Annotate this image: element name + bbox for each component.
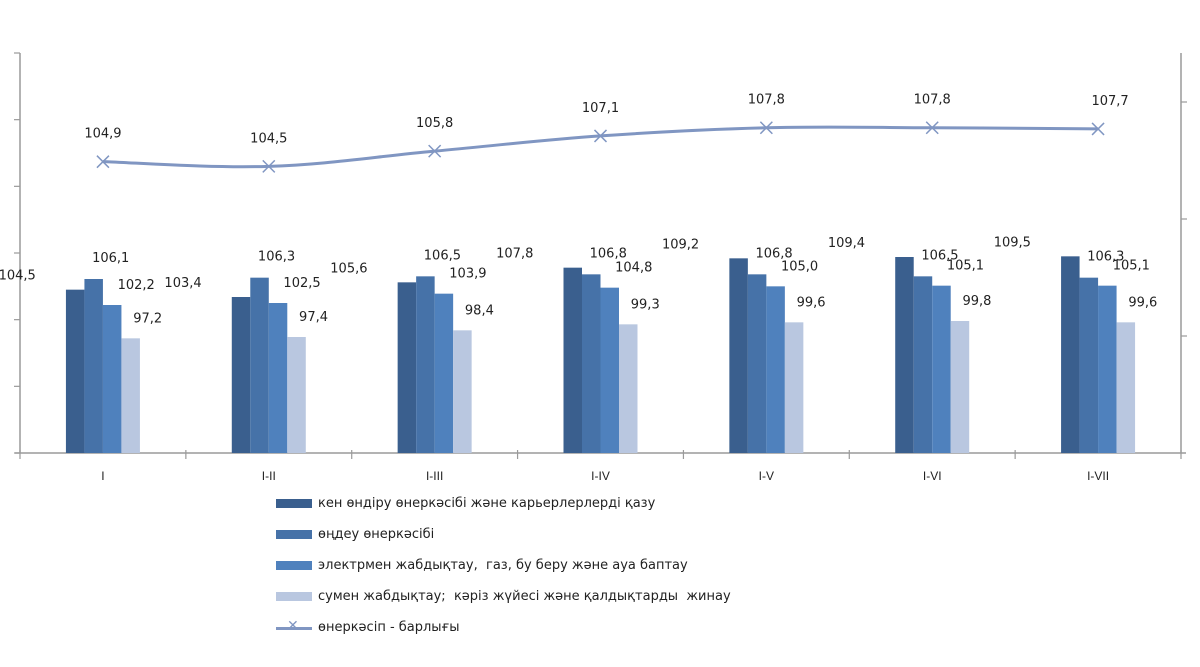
bar-value-label: 105,6	[330, 261, 367, 276]
line-value-label: 107,8	[748, 93, 785, 108]
bar	[601, 288, 620, 453]
bar	[416, 276, 435, 453]
bar	[84, 279, 103, 453]
bar-value-label: 103,4	[164, 276, 201, 291]
bar	[398, 282, 417, 453]
line-value-label: 104,5	[250, 131, 287, 146]
x-tick-label: I-VI	[923, 469, 942, 480]
bar-value-label: 104,8	[615, 261, 652, 276]
bar	[287, 337, 306, 453]
bar	[269, 303, 288, 453]
bar	[250, 278, 268, 453]
bar-value-label: 104,5	[0, 269, 36, 284]
bar-value-label: 99,3	[631, 297, 660, 312]
bar-value-label: 107,8	[496, 247, 533, 262]
legend-item: электрмен жабдықтау, газ, бу беру және а…	[276, 550, 731, 581]
bar	[914, 276, 933, 453]
line-value-label: 107,1	[582, 101, 619, 116]
bar-value-label: 106,1	[92, 251, 129, 266]
legend-swatch	[276, 499, 312, 508]
legend-swatch	[276, 592, 312, 601]
bar	[932, 286, 951, 453]
legend: кен өндіру өнеркәсібі және карьерлерлерд…	[276, 488, 731, 643]
bar	[1098, 286, 1117, 453]
legend-swatch	[276, 561, 312, 570]
bar-value-label: 98,4	[465, 303, 494, 318]
bar-value-label: 103,9	[449, 267, 486, 282]
x-tick-label: I-II	[262, 469, 276, 480]
bar	[1061, 256, 1080, 453]
x-tick-label: I-III	[426, 469, 443, 480]
x-tick-label: I-IV	[591, 469, 610, 480]
legend-item: кен өндіру өнеркәсібі және карьерлерлерд…	[276, 488, 731, 519]
line-value-label: 107,7	[1091, 94, 1128, 109]
bar-value-label: 106,8	[590, 246, 627, 261]
legend-label: сумен жабдықтау; кәріз жүйесі және қалды…	[318, 589, 731, 604]
bar	[435, 294, 454, 453]
x-tick-label: I	[101, 469, 104, 480]
bar	[785, 322, 804, 453]
bar-value-label: 109,5	[994, 235, 1031, 250]
bar	[766, 286, 785, 453]
legend-swatch	[276, 530, 312, 539]
bar	[121, 338, 140, 453]
legend-item: ✕ өнеркәсіп - барлығы	[276, 612, 731, 643]
bar	[895, 257, 914, 453]
bar	[1080, 278, 1099, 453]
bar	[619, 324, 638, 453]
bar-value-label: 109,4	[828, 236, 865, 251]
legend-item: өңдеу өнеркәсібі	[276, 519, 731, 550]
legend-label: электрмен жабдықтау, газ, бу беру және а…	[318, 558, 688, 573]
bar	[103, 305, 122, 453]
bar-value-label: 97,4	[299, 310, 328, 325]
legend-label: өңдеу өнеркәсібі	[318, 527, 434, 542]
x-tick-label: I-V	[759, 469, 774, 480]
bar	[729, 258, 748, 453]
line-value-label: 105,8	[416, 116, 453, 131]
bar	[1117, 322, 1136, 453]
bar-value-label: 106,3	[258, 250, 295, 265]
bar	[232, 297, 251, 453]
bar-value-label: 102,2	[118, 278, 155, 293]
bar	[748, 274, 767, 453]
chart-plot: I I-II I-III I-IV I-V I-VI I-VII 104,5 106,1 102,…	[0, 0, 1200, 480]
bar	[951, 321, 970, 453]
x-tick-label: I-VII	[1087, 469, 1109, 480]
bar-value-label: 106,5	[424, 248, 461, 263]
legend-item: сумен жабдықтау; кәріз жүйесі және қалды…	[276, 581, 731, 612]
bar-value-label: 105,1	[947, 259, 984, 274]
bar	[453, 330, 472, 453]
bar-value-label: 105,0	[781, 259, 818, 274]
line-value-label: 104,9	[84, 127, 121, 142]
line-value-label: 107,8	[914, 93, 951, 108]
bar	[582, 274, 601, 453]
bar-value-label: 97,2	[133, 311, 162, 326]
bar-value-label: 99,8	[962, 294, 991, 309]
legend-line-x-marker-icon: ✕	[276, 621, 312, 635]
bar-value-label: 99,6	[1128, 295, 1157, 310]
bar-value-label: 105,1	[1113, 259, 1150, 274]
bar	[564, 268, 583, 453]
legend-label: өнеркәсіп - барлығы	[318, 620, 460, 635]
legend-label: кен өндіру өнеркәсібі және карьерлерлерд…	[318, 496, 655, 511]
bar	[66, 290, 85, 453]
bar-value-label: 109,2	[662, 237, 699, 252]
bar-value-label: 102,5	[283, 276, 320, 291]
bar-value-label: 99,6	[797, 295, 826, 310]
